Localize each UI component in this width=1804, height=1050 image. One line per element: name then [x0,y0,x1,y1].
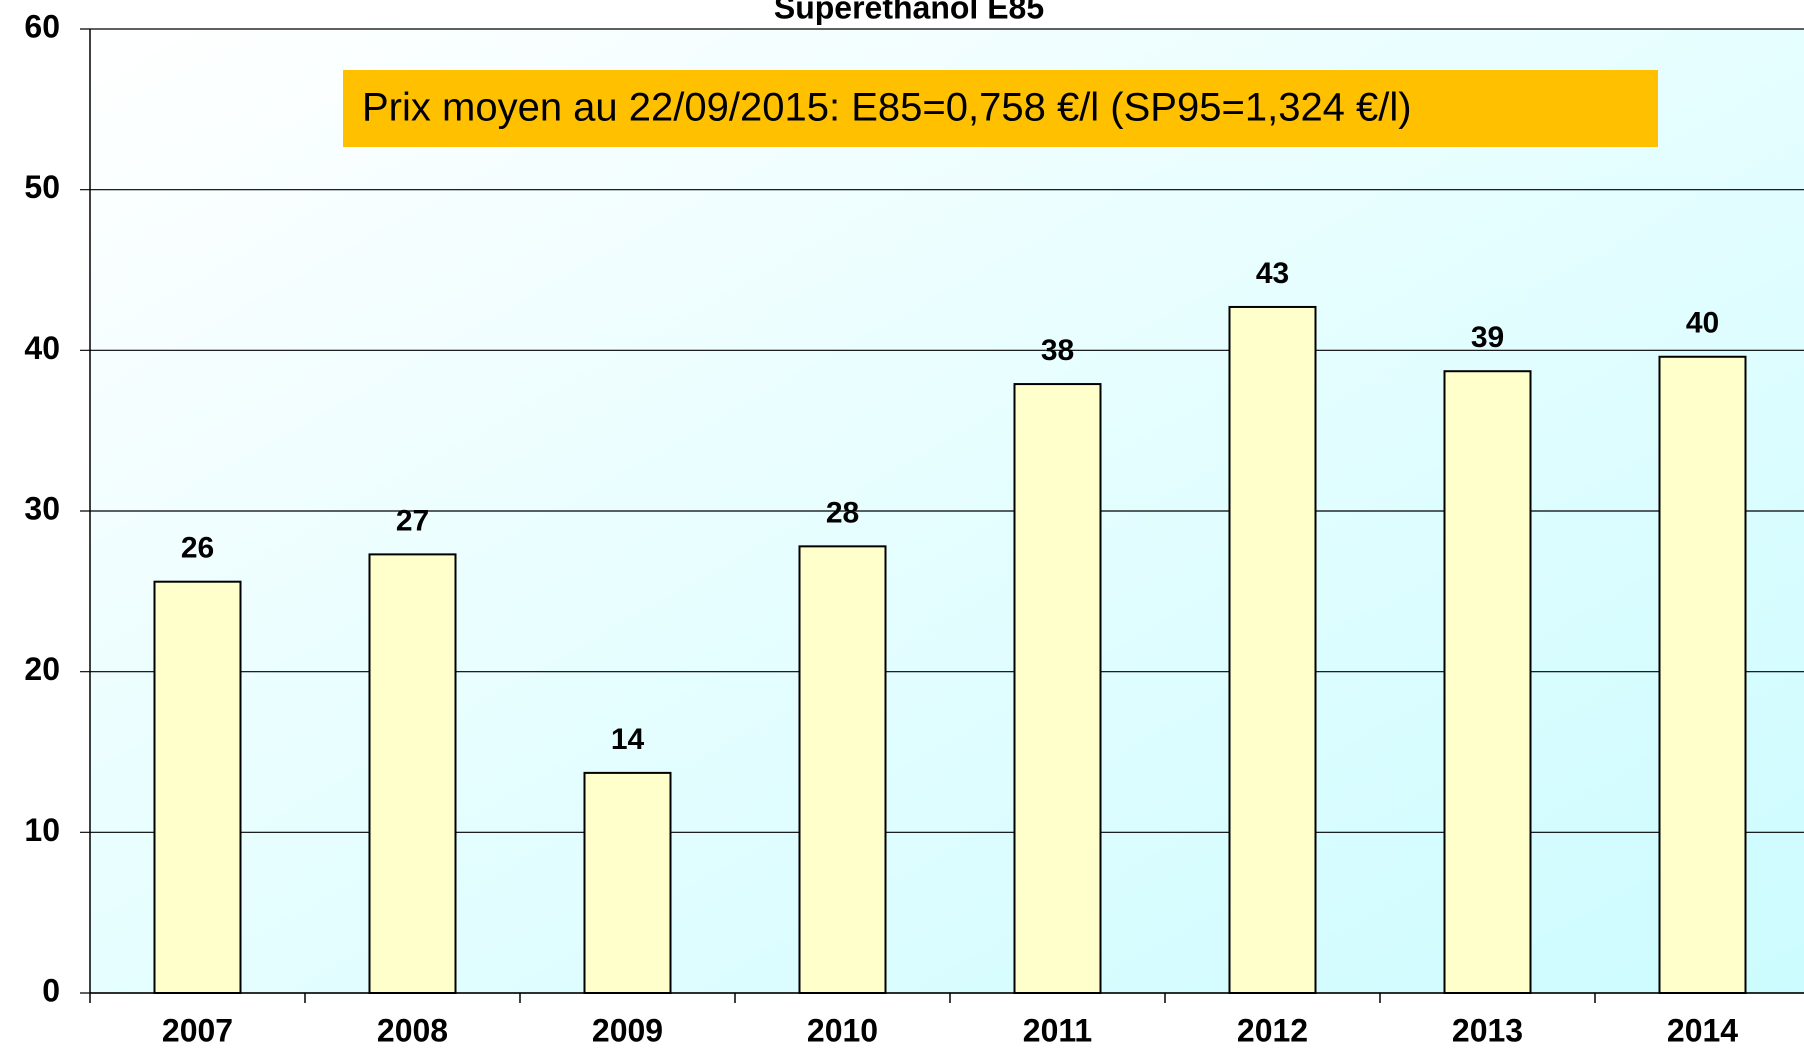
x-tick-label: 2012 [1237,1012,1308,1048]
data-label: 26 [181,532,214,565]
data-label: 14 [611,723,645,756]
annotation: Prix moyen au 22/09/2015: E85=0,758 €/l … [362,86,1412,130]
bar [368,553,457,994]
bar [1228,305,1317,995]
x-tick-label: 2008 [377,1012,448,1048]
bar [153,580,242,995]
y-tick-label: 0 [42,972,60,1008]
y-tick-label: 50 [24,169,60,205]
bar [1443,370,1532,995]
data-label: 27 [396,504,429,537]
x-tick-label: 2009 [592,1012,663,1048]
bar [1658,355,1747,994]
x-tick-label: 2014 [1667,1012,1738,1048]
annotation-box [343,70,1658,147]
y-tick-label: 60 [24,8,60,44]
data-label: 39 [1471,321,1504,354]
bar [1013,383,1102,995]
data-label: 38 [1041,334,1074,367]
bar [798,545,887,994]
chart-title: Superéthanol E85 [774,0,1044,25]
x-tick-label: 2011 [1023,1012,1092,1048]
x-tick-label: 2013 [1452,1012,1523,1048]
x-tick-label: 2007 [162,1012,233,1048]
y-tick-label: 10 [24,812,60,848]
y-tick-label: 40 [24,330,60,366]
data-label: 40 [1686,307,1719,340]
y-tick-label: 20 [24,651,60,687]
data-label: 43 [1256,257,1289,290]
bar [583,771,672,994]
x-tick-label: 2010 [807,1012,878,1048]
data-label: 28 [826,496,859,529]
y-tick-label: 30 [24,490,60,526]
